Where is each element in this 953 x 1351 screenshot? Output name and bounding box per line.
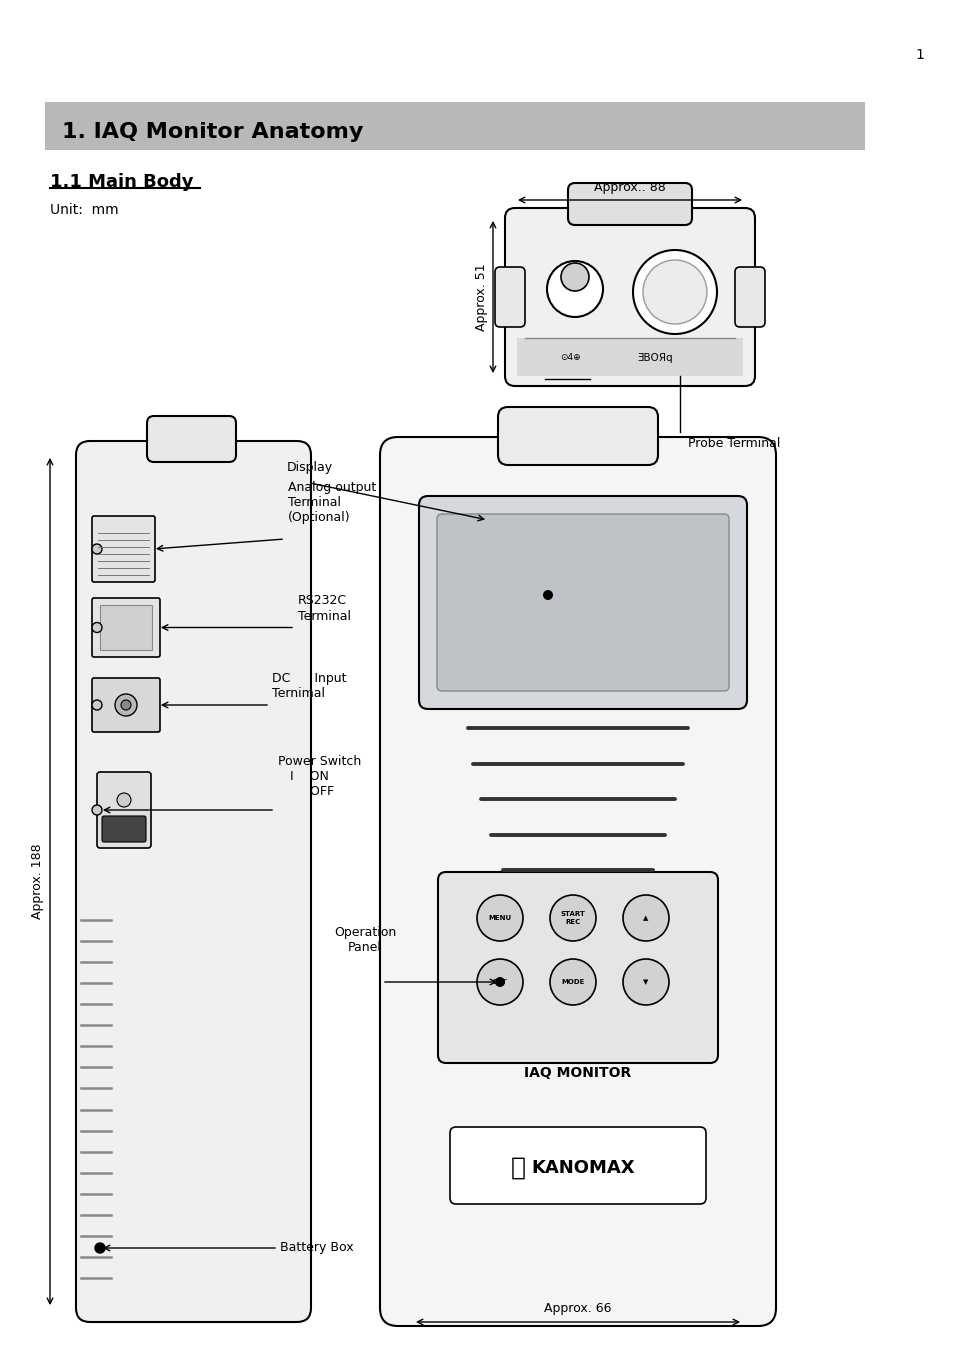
Text: Unit:  mm: Unit: mm bbox=[50, 203, 118, 218]
FancyBboxPatch shape bbox=[379, 436, 775, 1325]
Text: Analog output
Terminal
(Optional): Analog output Terminal (Optional) bbox=[288, 481, 375, 524]
Text: ƎBOЯq: ƎBOЯq bbox=[637, 353, 672, 363]
Text: Approx.. 88: Approx.. 88 bbox=[594, 181, 665, 195]
Text: Battery Box: Battery Box bbox=[280, 1242, 354, 1255]
FancyBboxPatch shape bbox=[497, 407, 658, 465]
Text: Approx. 66: Approx. 66 bbox=[543, 1302, 611, 1315]
FancyBboxPatch shape bbox=[45, 101, 864, 150]
Text: 1.1 Main Body: 1.1 Main Body bbox=[50, 173, 193, 190]
Text: 1: 1 bbox=[915, 49, 923, 62]
FancyBboxPatch shape bbox=[102, 816, 146, 842]
FancyBboxPatch shape bbox=[437, 871, 718, 1063]
Circle shape bbox=[550, 894, 596, 942]
Circle shape bbox=[476, 959, 522, 1005]
Text: Operation
Panel: Operation Panel bbox=[334, 925, 395, 954]
Circle shape bbox=[546, 261, 602, 317]
Circle shape bbox=[476, 894, 522, 942]
Text: START
REC: START REC bbox=[560, 912, 585, 924]
Text: IAQ MONITOR: IAQ MONITOR bbox=[524, 1066, 631, 1079]
FancyBboxPatch shape bbox=[100, 605, 152, 650]
Text: ▲: ▲ bbox=[642, 915, 648, 921]
Circle shape bbox=[117, 793, 131, 807]
FancyBboxPatch shape bbox=[418, 496, 746, 709]
FancyBboxPatch shape bbox=[91, 678, 160, 732]
FancyBboxPatch shape bbox=[495, 267, 524, 327]
FancyBboxPatch shape bbox=[436, 513, 728, 690]
Circle shape bbox=[642, 259, 706, 324]
Text: MODE: MODE bbox=[560, 979, 584, 985]
Text: SET: SET bbox=[492, 979, 507, 985]
Circle shape bbox=[95, 1243, 105, 1252]
Circle shape bbox=[542, 590, 553, 600]
Text: RS232C
Terminal: RS232C Terminal bbox=[297, 594, 351, 623]
Circle shape bbox=[495, 977, 504, 988]
Text: ▼: ▼ bbox=[642, 979, 648, 985]
Circle shape bbox=[633, 250, 717, 334]
Circle shape bbox=[560, 263, 588, 290]
Text: KANOMAX: KANOMAX bbox=[531, 1159, 634, 1177]
Text: Ⓚ: Ⓚ bbox=[510, 1156, 525, 1179]
Text: Approx. 51: Approx. 51 bbox=[475, 263, 488, 331]
Text: ⊙4⊕: ⊙4⊕ bbox=[559, 354, 579, 362]
FancyBboxPatch shape bbox=[147, 416, 235, 462]
Circle shape bbox=[115, 694, 137, 716]
FancyBboxPatch shape bbox=[567, 182, 691, 226]
Text: 1. IAQ Monitor Anatomy: 1. IAQ Monitor Anatomy bbox=[62, 122, 363, 142]
FancyBboxPatch shape bbox=[91, 516, 154, 582]
FancyBboxPatch shape bbox=[517, 338, 742, 376]
Circle shape bbox=[91, 623, 102, 632]
FancyBboxPatch shape bbox=[734, 267, 764, 327]
Text: Display: Display bbox=[287, 461, 333, 474]
FancyBboxPatch shape bbox=[76, 440, 311, 1323]
FancyBboxPatch shape bbox=[91, 598, 160, 657]
Text: Power Switch
   I    ON
        OFF: Power Switch I ON OFF bbox=[277, 755, 361, 798]
Text: Probe Terminal: Probe Terminal bbox=[687, 436, 780, 450]
Circle shape bbox=[550, 959, 596, 1005]
Circle shape bbox=[91, 544, 102, 554]
Text: MENU: MENU bbox=[488, 915, 511, 921]
Circle shape bbox=[121, 700, 131, 711]
Circle shape bbox=[91, 805, 102, 815]
Circle shape bbox=[622, 959, 668, 1005]
Circle shape bbox=[91, 700, 102, 711]
FancyBboxPatch shape bbox=[450, 1127, 705, 1204]
FancyBboxPatch shape bbox=[504, 208, 754, 386]
Text: DC      Input
Ternimal: DC Input Ternimal bbox=[272, 671, 346, 700]
Text: Approx. 188: Approx. 188 bbox=[30, 843, 44, 919]
FancyBboxPatch shape bbox=[97, 771, 151, 848]
Circle shape bbox=[622, 894, 668, 942]
